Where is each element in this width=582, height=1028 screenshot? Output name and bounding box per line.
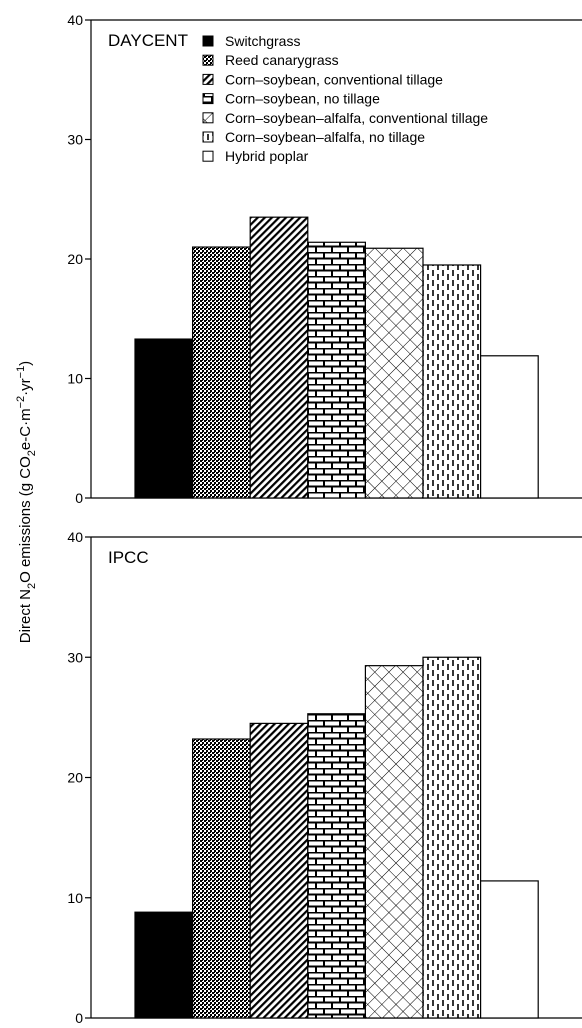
y-tick-label: 0 — [75, 490, 83, 506]
y-tick-label: 10 — [67, 371, 83, 387]
chart-panels: 0 10 20 30 40 DAYCENT Switchgrass Reed canarygr… — [67, 12, 582, 1026]
y-tick-label: 40 — [67, 12, 83, 28]
bar-corn-soybean-conventional-tillage — [249, 722, 309, 1019]
bar-hybrid-poplar — [480, 355, 539, 499]
legend-entry: Hybrid poplar — [225, 148, 309, 164]
legend-swatch — [202, 54, 214, 66]
y-tick-label: 0 — [75, 1010, 83, 1026]
bar-corn-soybean-no-tillage — [307, 241, 366, 499]
legend: Switchgrass Reed canarygrass Corn–soybean,… — [202, 33, 488, 164]
legend-entry: Reed canarygrass — [225, 52, 339, 68]
bar-corn-soybean-alfalfa-no-tillage — [422, 264, 482, 499]
legend-swatch — [202, 93, 214, 105]
y-tick-label: 40 — [67, 529, 83, 545]
legend-swatch — [202, 73, 214, 85]
bar-corn-soybean-alfalfa-conventional-tillage — [364, 665, 424, 1019]
bar-corn-soybean-conventional-tillage — [249, 216, 309, 499]
panel-1: 0 10 20 30 40 DAYCENT Switchgrass Reed canarygr… — [67, 12, 582, 506]
bar-switchgrass — [134, 338, 194, 499]
bar-corn-soybean-alfalfa-no-tillage — [422, 656, 482, 1019]
legend-swatch — [202, 112, 214, 124]
y-tick-label: 20 — [67, 770, 83, 786]
legend-entry: Corn–soybean–alfalfa, conventional tilla… — [225, 110, 488, 126]
legend-entry: Switchgrass — [225, 33, 300, 49]
bar-corn-soybean-alfalfa-conventional-tillage — [364, 247, 424, 499]
legend-entry: Corn–soybean, conventional tillage — [225, 71, 443, 87]
bar-corn-soybean-no-tillage — [307, 713, 366, 1019]
panel-title: DAYCENT — [108, 31, 188, 50]
panel-2: 0 10 20 30 40 IPCC — [67, 529, 582, 1026]
panel-title: IPCC — [108, 548, 149, 567]
y-tick-label: 10 — [67, 890, 83, 906]
legend-swatch — [202, 35, 214, 47]
legend-swatch — [202, 150, 214, 162]
legend-swatch — [202, 131, 214, 143]
legend-entry: Corn–soybean–alfalfa, no tillage — [225, 129, 425, 145]
y-axis-label: Direct N2O emissions (g CO2e-C·m−2·yr−1) — [15, 361, 38, 643]
bar-reed-canarygrass — [192, 738, 251, 1019]
legend-entry: Corn–soybean, no tillage — [225, 91, 380, 107]
bar-switchgrass — [134, 911, 194, 1019]
bar-hybrid-poplar — [480, 880, 539, 1019]
y-tick-label: 30 — [67, 132, 83, 148]
y-tick-label: 30 — [67, 649, 83, 665]
bar-reed-canarygrass — [192, 246, 251, 499]
y-tick-label: 20 — [67, 251, 83, 267]
